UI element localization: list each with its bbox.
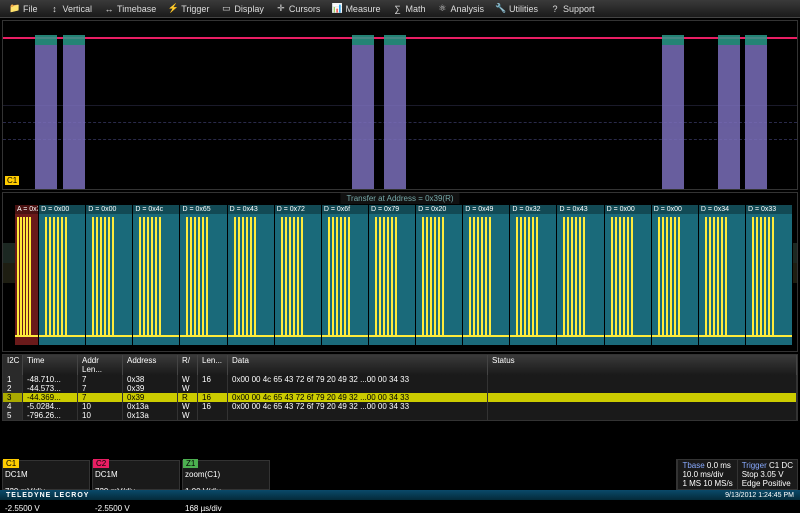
vertical-icon: ↕ [50, 4, 60, 14]
signal-burst [745, 35, 767, 189]
table-header: I2C Time Addr Len... Address R/ Len... D… [3, 355, 797, 375]
signal-burst [718, 35, 740, 189]
timestamp: 9/13/2012 1:24:45 PM [725, 492, 794, 499]
menu-file[interactable]: 📁File [4, 4, 44, 14]
decode-strip: A = 0x39D = 0x00D = 0x00D = 0x4cD = 0x65… [15, 205, 793, 345]
menu-utilities[interactable]: 🔧Utilities [490, 4, 544, 14]
decode-data-cell: D = 0x72 [275, 205, 322, 345]
table-row[interactable]: 2-44.573...70x39W [3, 384, 797, 393]
signal-burst [63, 35, 85, 189]
menu-display[interactable]: ▭Display [215, 4, 270, 14]
math-icon: ∑ [392, 4, 402, 14]
menu-vertical[interactable]: ↕Vertical [44, 4, 99, 14]
decode-address-cell: A = 0x39 [15, 205, 39, 345]
menu-timebase[interactable]: ↔Timebase [98, 4, 162, 14]
timebase-icon: ↔ [104, 4, 114, 14]
decode-data-cell: D = 0x6f [322, 205, 369, 345]
c2-channel-box[interactable]: C2 DC1M 720 mV/div -2.5500 V [92, 460, 180, 490]
decode-data-cell: D = 0x34 [699, 205, 746, 345]
analysis-icon: ⚛ [437, 4, 447, 14]
decode-data-cell: D = 0x4c [133, 205, 180, 345]
protocol-label: I2C [3, 355, 23, 375]
c2-tag: C2 [93, 459, 109, 468]
footer-bar: TELEDYNE LECROY 9/13/2012 1:24:45 PM [0, 490, 800, 500]
menu-support[interactable]: ?Support [544, 4, 601, 14]
trigger-icon: ⚡ [168, 4, 178, 14]
measure-icon: 📊 [332, 4, 342, 14]
decode-data-cell: D = 0x00 [605, 205, 652, 345]
decode-data-cell: D = 0x20 [416, 205, 463, 345]
decode-data-cell: D = 0x00 [652, 205, 699, 345]
table-row[interactable]: 3-44.369...70x39R160x00 00 4c 65 43 72 6… [3, 393, 797, 402]
c1-channel-box[interactable]: C1 DC1M 720 mV/div -2.5500 V [2, 460, 90, 490]
menu-measure[interactable]: 📊Measure [326, 4, 386, 14]
table-row[interactable]: 5-796.26...100x13aW [3, 411, 797, 420]
c1-tag: C1 [3, 459, 19, 468]
decode-data-cell: D = 0x43 [557, 205, 604, 345]
menu-bar: 📁File↕Vertical↔Timebase⚡Trigger▭Display✛… [0, 0, 800, 18]
menu-math[interactable]: ∑Math [386, 4, 431, 14]
menu-analysis[interactable]: ⚛Analysis [431, 4, 490, 14]
utilities-icon: 🔧 [496, 4, 506, 14]
table-row[interactable]: 1-48.710...70x38W160x00 00 4c 65 43 72 6… [3, 375, 797, 384]
signal-burst [35, 35, 57, 189]
decode-data-cell: D = 0x33 [746, 205, 793, 345]
i2c-decode-table: I2C Time Addr Len... Address R/ Len... D… [2, 354, 798, 421]
file-icon: 📁 [10, 4, 20, 14]
decode-data-cell: D = 0x32 [510, 205, 557, 345]
z1-tag: Z1 [183, 459, 198, 468]
decode-data-cell: D = 0x00 [39, 205, 86, 345]
signal-burst [352, 35, 374, 189]
transfer-address-label: Transfer at Address = 0x39(R) [340, 193, 459, 204]
display-icon: ▭ [221, 4, 231, 14]
cursors-icon: ✛ [276, 4, 286, 14]
c1-channel-label: C1 [5, 176, 19, 185]
menu-trigger[interactable]: ⚡Trigger [162, 4, 215, 14]
signal-burst [662, 35, 684, 189]
decode-data-cell: D = 0x49 [463, 205, 510, 345]
timebase-trigger-box[interactable]: Tbase 0.0 ms 10.0 ms/div 1 MS 10 MS/s Tr… [676, 459, 798, 490]
support-icon: ? [550, 4, 560, 14]
upper-waveform-panel: C1 [2, 20, 798, 190]
lower-decode-panel: Transfer at Address = 0x39(R) A = 0x39D … [2, 192, 798, 352]
table-row[interactable]: 4-5.0284...100x13aW160x00 00 4c 65 43 72… [3, 402, 797, 411]
decode-data-cell: D = 0x65 [180, 205, 227, 345]
decode-data-cell: D = 0x79 [369, 205, 416, 345]
menu-cursors[interactable]: ✛Cursors [270, 4, 327, 14]
signal-burst [384, 35, 406, 189]
z1-zoom-box[interactable]: Z1 zoom(C1) 1.00 V/div 168 µs/div [182, 460, 270, 490]
decode-data-cell: D = 0x00 [86, 205, 133, 345]
brand-logo: TELEDYNE LECROY [6, 492, 89, 499]
decode-data-cell: D = 0x43 [228, 205, 275, 345]
